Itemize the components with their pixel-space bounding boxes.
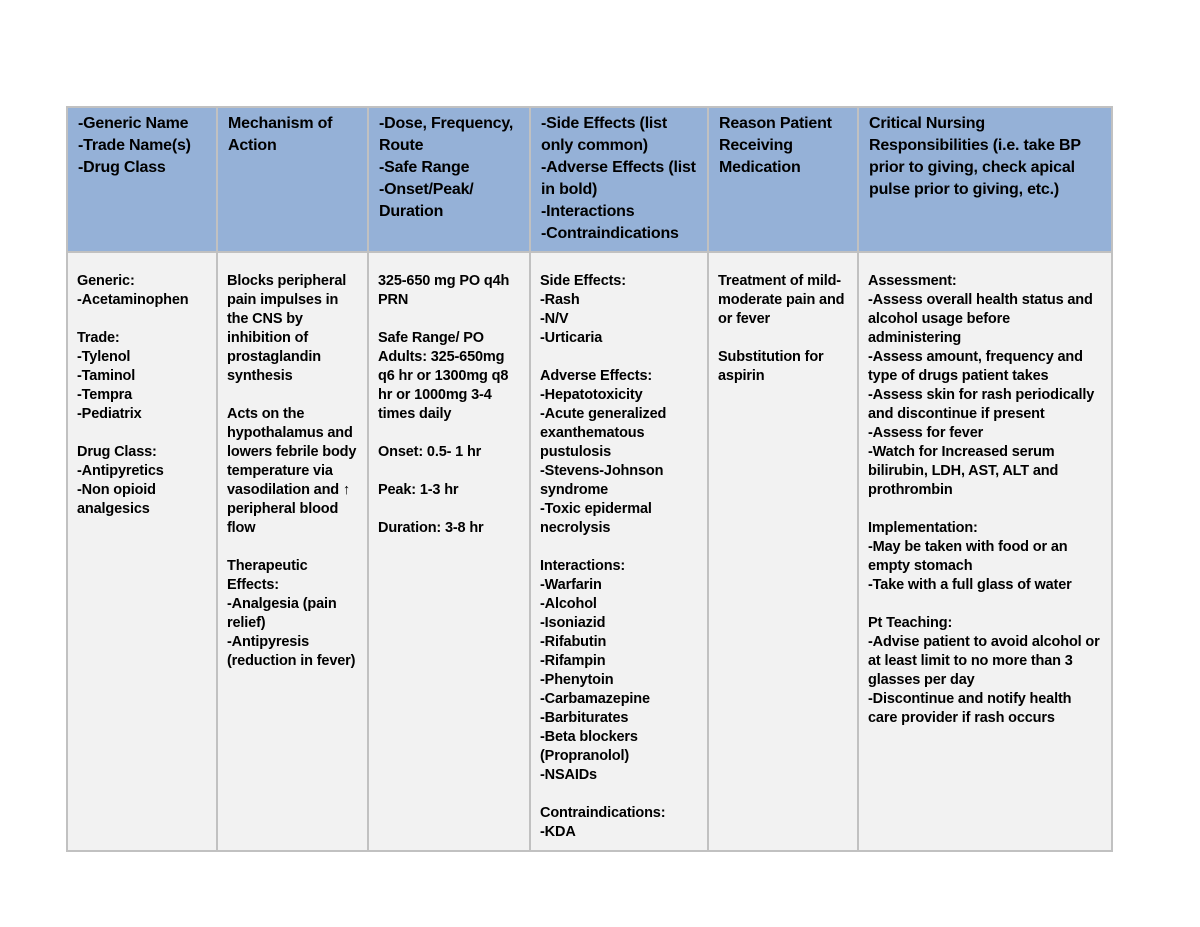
header-mechanism-of-action: Mechanism of Action	[216, 106, 369, 253]
header-drug-identity: -Generic Name -Trade Name(s) -Drug Class	[66, 106, 218, 253]
header-dose-frequency-route: -Dose, Frequency, Route -Safe Range -Ons…	[367, 106, 531, 253]
table-header-row: -Generic Name -Trade Name(s) -Drug Class…	[66, 106, 1113, 253]
cell-dose-frequency-route: 325-650 mg PO q4h PRN Safe Range/ PO Adu…	[367, 251, 531, 852]
header-reason-receiving: Reason Patient Receiving Medication	[707, 106, 859, 253]
header-nursing-responsibilities: Critical Nursing Responsibilities (i.e. …	[857, 106, 1113, 253]
cell-reason-receiving: Treatment of mild-moderate pain and or f…	[707, 251, 859, 852]
cell-drug-identity: Generic: -Acetaminophen Trade: -Tylenol …	[66, 251, 218, 852]
header-side-adverse-effects: -Side Effects (list only common) -Advers…	[529, 106, 709, 253]
cell-nursing-responsibilities: Assessment: -Assess overall health statu…	[857, 251, 1113, 852]
drug-card-table: -Generic Name -Trade Name(s) -Drug Class…	[66, 106, 1113, 852]
cell-mechanism-of-action: Blocks peripheral pain impulses in the C…	[216, 251, 369, 852]
cell-side-adverse-effects: Side Effects: -Rash -N/V -Urticaria Adve…	[529, 251, 709, 852]
table-row-acetaminophen: Generic: -Acetaminophen Trade: -Tylenol …	[66, 251, 1113, 852]
